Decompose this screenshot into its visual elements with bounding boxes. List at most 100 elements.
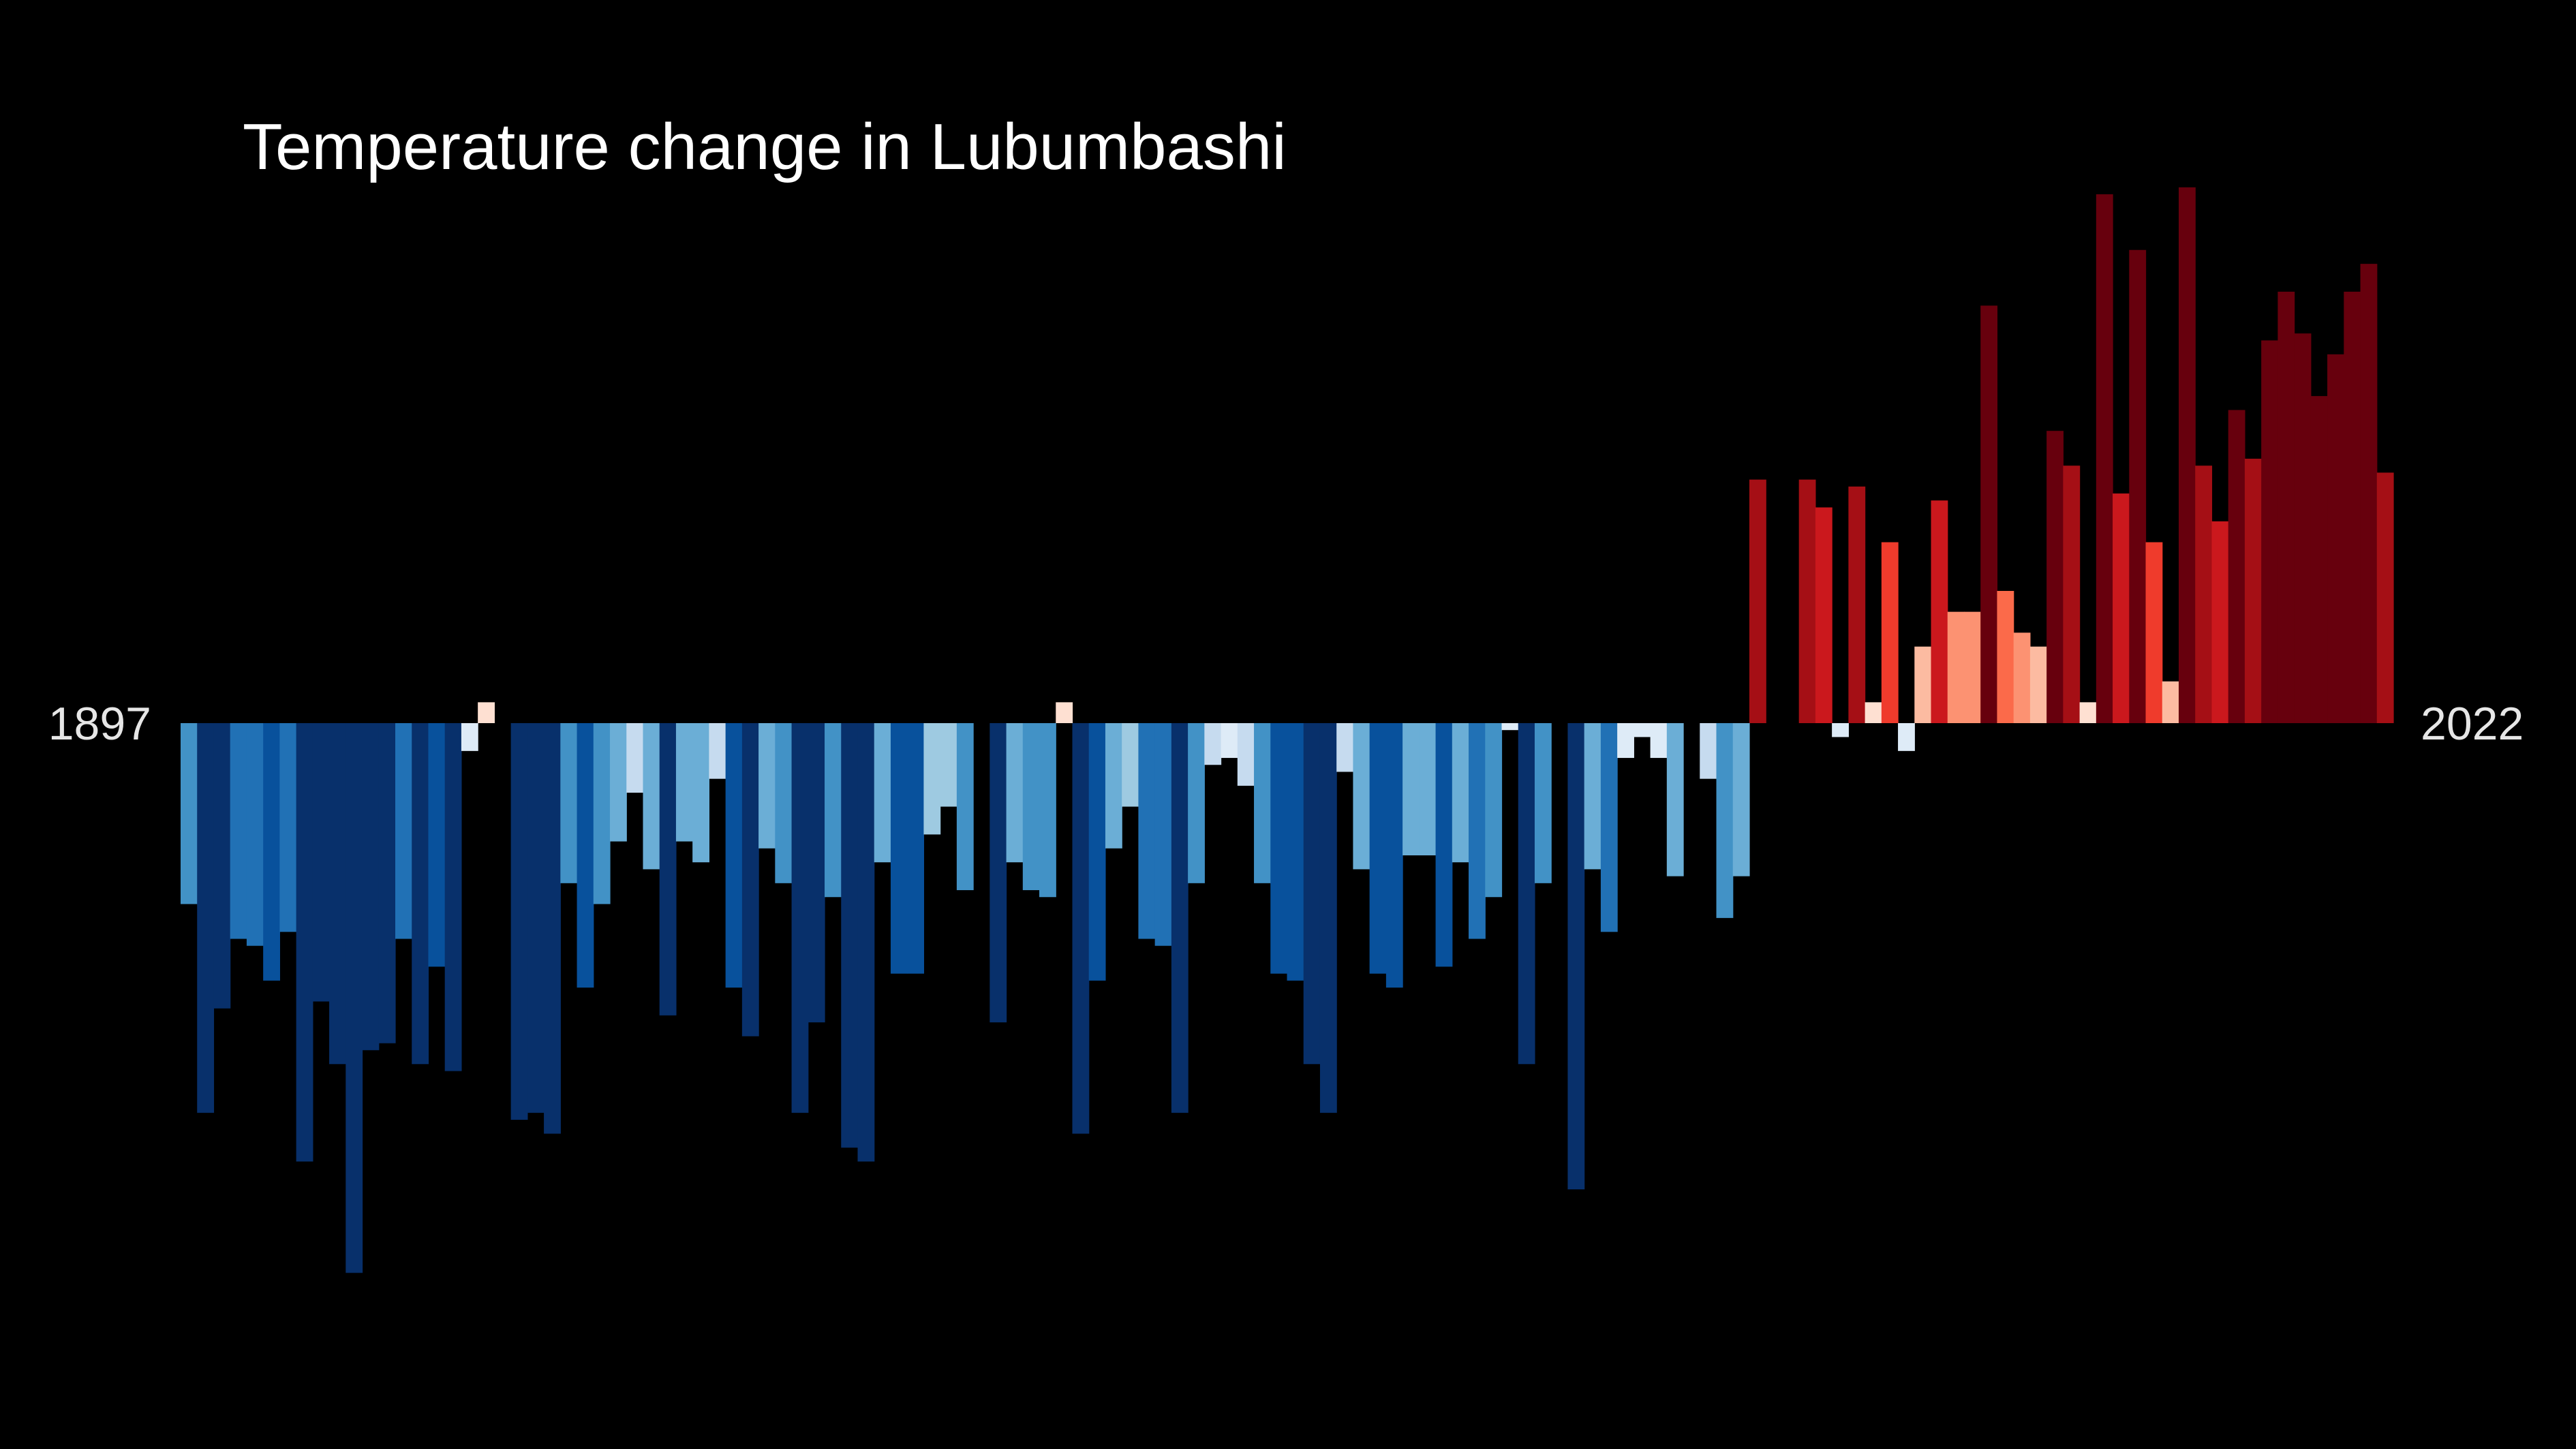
bar-1983 bbox=[1600, 723, 1618, 932]
bar-1984 bbox=[1617, 723, 1634, 759]
bar-1977 bbox=[1501, 723, 1519, 731]
bars-group bbox=[181, 187, 2394, 1273]
bar-1927 bbox=[675, 723, 693, 842]
chart-title: Temperature change in Lubumbashi bbox=[243, 110, 1287, 183]
bar-1974 bbox=[1452, 723, 1469, 863]
bar-1991 bbox=[1732, 723, 1750, 876]
bar-1985 bbox=[1634, 723, 1651, 737]
bar-1918 bbox=[527, 723, 545, 1113]
bar-2022 bbox=[2244, 459, 2262, 723]
bar-1973 bbox=[1435, 723, 1453, 967]
bar-2011 bbox=[2063, 466, 2081, 723]
bar-1941 bbox=[907, 723, 925, 974]
bar-1939 bbox=[874, 723, 891, 863]
bar-1990 bbox=[1716, 723, 1734, 918]
bar-1930 bbox=[725, 723, 743, 988]
bar-2028 bbox=[2344, 291, 2361, 724]
bar-1898 bbox=[197, 723, 215, 1113]
bar-1933 bbox=[775, 723, 793, 883]
bar-1996 bbox=[1815, 507, 1833, 723]
bar-1959 bbox=[1204, 723, 1222, 765]
bar-1949 bbox=[1039, 723, 1056, 898]
bar-1908 bbox=[362, 723, 380, 1050]
bar-2029 bbox=[2360, 264, 2378, 723]
bar-2021 bbox=[2228, 410, 2245, 723]
bar-2016 bbox=[2145, 542, 2163, 723]
bar-1906 bbox=[329, 723, 346, 1065]
bar-1948 bbox=[1022, 723, 1040, 891]
bar-1925 bbox=[643, 723, 660, 870]
bar-2020 bbox=[2211, 521, 2229, 723]
bar-2008 bbox=[2013, 632, 2031, 723]
bar-1960 bbox=[1221, 723, 1238, 759]
bar-2014 bbox=[2113, 493, 2130, 723]
bar-2018 bbox=[2178, 187, 2196, 724]
bar-1946 bbox=[990, 723, 1007, 1023]
bar-1938 bbox=[857, 723, 875, 1162]
bar-1902 bbox=[263, 723, 280, 981]
bar-1934 bbox=[791, 723, 809, 1113]
bar-1922 bbox=[593, 723, 611, 904]
bar-1979 bbox=[1534, 723, 1552, 883]
bar-1951 bbox=[1072, 723, 1090, 1134]
bar-1943 bbox=[940, 723, 957, 807]
bar-1971 bbox=[1402, 723, 1420, 855]
bar-2000 bbox=[1881, 542, 1899, 723]
bar-1904 bbox=[296, 723, 313, 1162]
bar-2030 bbox=[2376, 472, 2394, 723]
bar-2002 bbox=[1914, 646, 1932, 723]
bar-1955 bbox=[1138, 723, 1156, 939]
bar-1907 bbox=[346, 723, 363, 1273]
bar-1966 bbox=[1319, 723, 1337, 1113]
bar-2019 bbox=[2195, 466, 2213, 723]
bar-2010 bbox=[2046, 431, 2064, 723]
bar-1910 bbox=[395, 723, 412, 939]
bar-1928 bbox=[692, 723, 709, 863]
bar-1947 bbox=[1006, 723, 1024, 863]
bar-1956 bbox=[1154, 723, 1172, 946]
bar-1961 bbox=[1237, 723, 1255, 786]
bar-1981 bbox=[1567, 723, 1585, 1190]
bar-1931 bbox=[741, 723, 759, 1037]
bar-2005 bbox=[1963, 611, 1981, 723]
bar-1919 bbox=[544, 723, 561, 1134]
bar-1900 bbox=[230, 723, 247, 939]
bar-1976 bbox=[1485, 723, 1503, 898]
bar-1953 bbox=[1105, 723, 1122, 849]
bar-1995 bbox=[1798, 479, 1816, 723]
bar-1903 bbox=[279, 723, 297, 932]
bar-1917 bbox=[510, 723, 528, 1120]
bar-1909 bbox=[378, 723, 396, 1043]
bar-1920 bbox=[560, 723, 578, 883]
bar-1936 bbox=[825, 723, 842, 898]
bar-1968 bbox=[1353, 723, 1370, 870]
end-year-label: 2022 bbox=[2421, 698, 2524, 750]
bar-2023 bbox=[2261, 340, 2278, 723]
bar-2003 bbox=[1931, 500, 1948, 723]
bar-1937 bbox=[841, 723, 859, 1148]
bar-1999 bbox=[1865, 702, 1882, 723]
bar-1987 bbox=[1666, 723, 1684, 876]
bar-2026 bbox=[2310, 396, 2328, 723]
start-year-label: 1897 bbox=[48, 698, 151, 750]
bar-1912 bbox=[428, 723, 446, 967]
bar-1950 bbox=[1056, 702, 1073, 723]
bar-1923 bbox=[610, 723, 627, 842]
bar-1992 bbox=[1749, 479, 1766, 723]
bar-1969 bbox=[1369, 723, 1387, 974]
bar-1967 bbox=[1336, 723, 1354, 772]
bar-1929 bbox=[709, 723, 726, 779]
bar-1914 bbox=[461, 723, 478, 751]
bar-1982 bbox=[1584, 723, 1601, 870]
bar-2006 bbox=[1980, 305, 1998, 723]
bar-2015 bbox=[2129, 249, 2147, 724]
bar-1897 bbox=[181, 723, 198, 904]
bar-1942 bbox=[923, 723, 941, 835]
bar-1940 bbox=[890, 723, 908, 974]
bar-2007 bbox=[1997, 591, 2014, 723]
bar-1901 bbox=[246, 723, 264, 946]
bar-2027 bbox=[2327, 354, 2344, 723]
bar-1935 bbox=[808, 723, 825, 1023]
